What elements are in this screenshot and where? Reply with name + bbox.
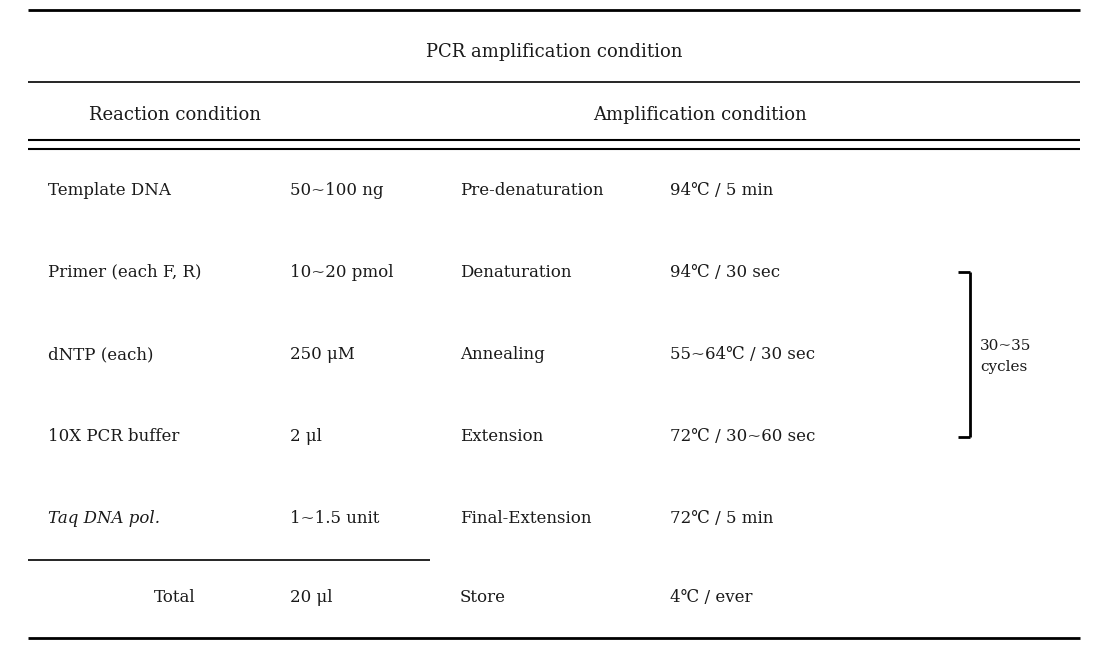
Text: Annealing: Annealing	[460, 346, 545, 363]
Text: 2 μl: 2 μl	[290, 428, 322, 445]
Text: Taq DNA pol.: Taq DNA pol.	[48, 510, 160, 528]
Text: 94℃ / 30 sec: 94℃ / 30 sec	[670, 263, 780, 281]
Text: Denaturation: Denaturation	[460, 263, 572, 281]
Text: Final-Extension: Final-Extension	[460, 510, 592, 528]
Text: cycles: cycles	[979, 360, 1027, 374]
Text: 72℃ / 30~60 sec: 72℃ / 30~60 sec	[670, 428, 815, 445]
Text: 250 μM: 250 μM	[290, 346, 355, 363]
Text: 50~100 ng: 50~100 ng	[290, 182, 383, 199]
Text: 30~35: 30~35	[979, 339, 1032, 354]
Text: 4℃ / ever: 4℃ / ever	[670, 589, 752, 606]
Text: PCR amplification condition: PCR amplification condition	[425, 43, 683, 61]
Text: 55~64℃ / 30 sec: 55~64℃ / 30 sec	[670, 346, 815, 363]
Text: Primer (each F, R): Primer (each F, R)	[48, 263, 202, 281]
Text: Store: Store	[460, 589, 506, 606]
Text: 20 μl: 20 μl	[290, 589, 332, 606]
Text: Pre-denaturation: Pre-denaturation	[460, 182, 604, 199]
Text: Reaction condition: Reaction condition	[89, 106, 261, 124]
Text: 94℃ / 5 min: 94℃ / 5 min	[670, 182, 773, 199]
Text: 72℃ / 5 min: 72℃ / 5 min	[670, 510, 773, 528]
Text: Amplification condition: Amplification condition	[593, 106, 807, 124]
Text: Template DNA: Template DNA	[48, 182, 171, 199]
Text: Total: Total	[154, 589, 196, 606]
Text: 10X PCR buffer: 10X PCR buffer	[48, 428, 179, 445]
Text: 1~1.5 unit: 1~1.5 unit	[290, 510, 379, 528]
Text: dNTP (each): dNTP (each)	[48, 346, 154, 363]
Text: 10~20 pmol: 10~20 pmol	[290, 263, 393, 281]
Text: Extension: Extension	[460, 428, 543, 445]
